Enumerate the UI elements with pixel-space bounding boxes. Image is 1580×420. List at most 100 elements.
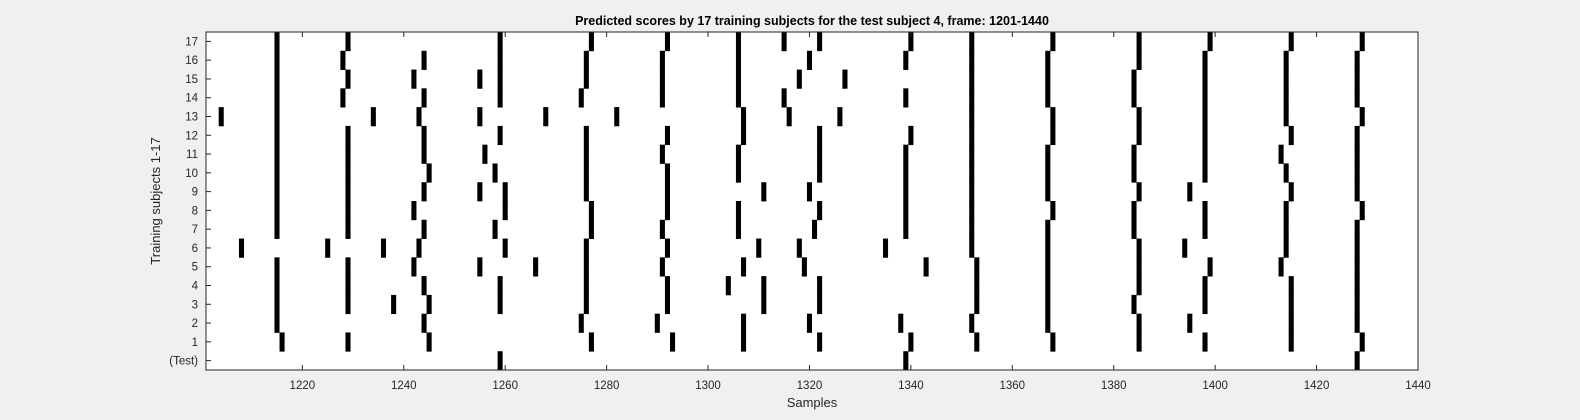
raster-mark [801, 257, 807, 277]
raster-mark [1354, 163, 1360, 183]
raster-mark [1288, 332, 1294, 352]
raster-mark [1202, 50, 1208, 70]
x-tick-label: 1400 [1202, 380, 1228, 392]
raster-mark [735, 69, 742, 89]
raster-mark [1278, 144, 1284, 164]
raster-mark [426, 294, 432, 315]
raster-mark [1288, 313, 1294, 333]
raster-mark [1202, 88, 1208, 108]
raster-mark [761, 294, 767, 315]
raster-mark [1050, 125, 1056, 146]
raster-mark [274, 201, 280, 221]
raster-mark [817, 276, 823, 296]
raster-mark [756, 238, 762, 258]
raster-mark [1136, 50, 1142, 70]
raster-mark [1187, 182, 1193, 202]
raster-mark [1202, 163, 1208, 183]
raster-mark [477, 257, 483, 277]
raster-mark [1045, 144, 1051, 164]
raster-mark [274, 294, 280, 315]
raster-mark [497, 69, 503, 89]
raster-mark [969, 50, 975, 70]
raster-mark [654, 313, 660, 333]
raster-mark [664, 182, 671, 202]
raster-mark [796, 69, 802, 89]
raster-mark [502, 201, 508, 221]
raster-mark [1354, 144, 1360, 164]
raster-mark [908, 332, 914, 352]
raster-mark [1136, 332, 1142, 352]
raster-mark [806, 182, 812, 202]
raster-mark [741, 125, 747, 146]
x-tick-label: 1300 [695, 380, 721, 392]
raster-mark [1354, 69, 1360, 89]
raster-mark [1354, 276, 1360, 296]
x-axis-label: Samples [787, 395, 838, 410]
raster-mark [1202, 69, 1208, 89]
raster-mark [274, 313, 280, 333]
raster-mark [664, 163, 671, 183]
raster-mark [614, 107, 620, 127]
raster-mark [670, 332, 676, 352]
raster-mark [1288, 182, 1294, 202]
raster-mark [1354, 50, 1360, 70]
raster-mark [806, 313, 812, 333]
raster-mark [659, 69, 665, 89]
raster-mark [502, 182, 508, 202]
raster-mark [218, 107, 224, 127]
raster-mark [345, 201, 351, 221]
raster-mark [664, 276, 671, 296]
raster-mark [345, 163, 351, 183]
raster-mark [416, 238, 422, 258]
raster-mark [345, 294, 351, 315]
raster-mark [497, 125, 503, 146]
raster-mark [426, 332, 432, 352]
raster-mark [796, 238, 802, 258]
raster-mark [345, 182, 351, 202]
raster-mark [497, 276, 503, 296]
raster-mark [817, 201, 823, 221]
raster-mark [411, 257, 417, 277]
raster-mark [583, 182, 589, 202]
raster-mark [1136, 125, 1142, 146]
raster-mark [969, 219, 975, 239]
raster-mark [974, 332, 980, 352]
raster-mark [492, 219, 498, 239]
raster-mark [578, 313, 584, 333]
raster-mark [340, 50, 346, 70]
raster-mark [325, 238, 331, 258]
raster-mark [274, 88, 280, 108]
raster-mark [903, 144, 909, 164]
raster-mark [1288, 276, 1294, 296]
raster-mark [1045, 294, 1051, 315]
raster-mark [583, 144, 589, 164]
raster-mark [903, 351, 909, 371]
raster-mark [1202, 107, 1208, 127]
raster-mark [1131, 294, 1137, 315]
x-tick-label: 1240 [391, 380, 417, 392]
raster-mark [1050, 332, 1056, 352]
raster-mark [1354, 182, 1360, 202]
raster-mark [482, 144, 488, 164]
plot-frame [205, 31, 1419, 371]
raster-mark [238, 238, 245, 258]
raster-mark [588, 201, 594, 221]
x-tick-label: 1220 [290, 380, 316, 392]
y-tick-label: 3 [192, 299, 198, 311]
raster-mark [1207, 32, 1213, 52]
raster-mark [969, 32, 975, 52]
raster-mark [1182, 238, 1188, 258]
raster-mark [1136, 107, 1142, 127]
y-tick-label: 5 [192, 262, 198, 274]
raster-mark [1045, 163, 1051, 183]
raster-mark [497, 50, 503, 70]
raster-mark [1045, 69, 1051, 89]
raster-mark [903, 219, 909, 239]
chart-title: Predicted scores by 17 training subjects… [575, 14, 1049, 28]
raster-mark [1359, 107, 1365, 127]
raster-mark [659, 88, 665, 108]
raster-mark [1202, 332, 1208, 352]
raster-mark [969, 125, 975, 146]
raster-mark [781, 32, 787, 52]
